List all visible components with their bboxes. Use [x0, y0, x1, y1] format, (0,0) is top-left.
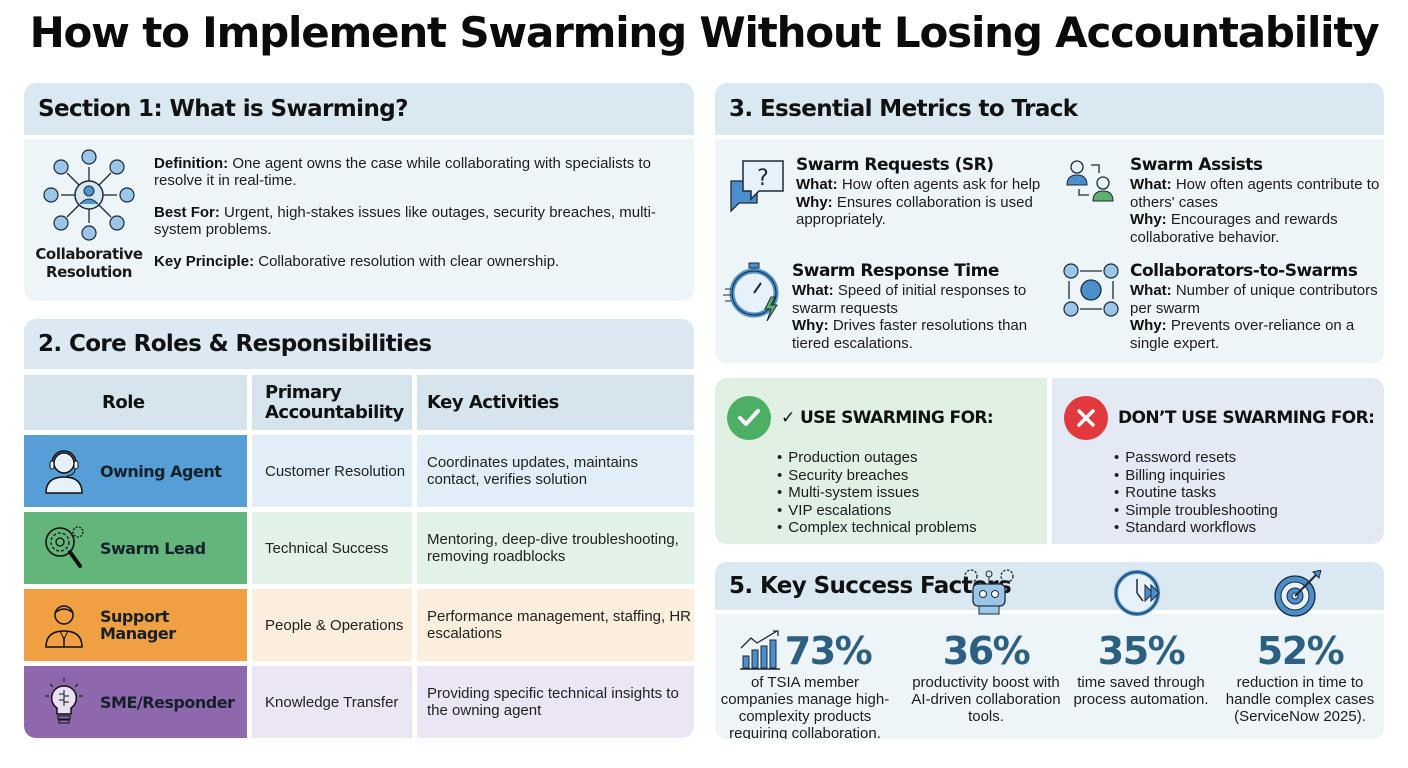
use-swarming-panel: ✓ USE SWARMING FOR: Production outages S…: [715, 378, 1047, 544]
stat-description: time saved through process automation.: [1073, 674, 1209, 708]
list-item: Production outages: [777, 449, 977, 467]
stat-card: 35% time saved through process automatio…: [1071, 630, 1211, 708]
people-network-icon: [1061, 261, 1123, 323]
svg-text:?: ?: [757, 166, 769, 191]
accountability: People & Operations: [252, 589, 412, 661]
metric-name: Swarm Requests (SR): [796, 155, 994, 175]
stat-value: 35%: [1097, 629, 1186, 673]
key-principle: Key Principle: Collaborative resolution …: [154, 253, 560, 270]
table-row: Swarm Lead Technical Success Mentoring, …: [24, 512, 694, 584]
stat-card: 73% of TSIA member companies manage high…: [715, 630, 895, 739]
dont-use-heading: DON’T USE SWARMING FOR:: [1118, 408, 1375, 428]
manager-person-icon: [42, 601, 86, 649]
list-item: Security breaches: [777, 467, 977, 485]
clock-fast-forward-icon: [1113, 568, 1165, 618]
section-heading: 3. Essential Metrics to Track: [715, 83, 1384, 135]
activities: Providing specific technical insights to…: [417, 666, 694, 738]
role-name: Support Manager: [100, 607, 176, 643]
section-heading: 2. Core Roles & Responsibilities: [24, 319, 694, 369]
table-header: Role Primary Accountability Key Activiti…: [24, 375, 694, 430]
stopwatch-lightning-icon: [723, 261, 785, 323]
list-item: Complex technical problems: [777, 519, 976, 537]
section-heading: 5. Key Success Factors: [715, 562, 1384, 610]
list-item: VIP escalations: [777, 502, 977, 520]
definition: Definition: One agent owns the case whil…: [154, 155, 651, 189]
gear-magnifier-icon: [42, 524, 86, 572]
best-for: Best For: Urgent, high-stakes issues lik…: [154, 204, 656, 238]
dont-use-swarming-panel: DON’T USE SWARMING FOR: Password resets …: [1052, 378, 1384, 544]
list-item: Multi-system issues: [777, 484, 977, 502]
role-name: Swarm Lead: [100, 538, 206, 558]
accountability: Technical Success: [252, 512, 412, 584]
section-heading: Section 1: What is Swarming?: [24, 83, 694, 135]
growth-chart-icon: [739, 630, 781, 670]
stat-value: 36%: [942, 629, 1031, 673]
page-title: How to Implement Swarming Without Losing…: [29, 8, 1380, 57]
role-name: Owning Agent: [100, 461, 222, 481]
x-circle-icon: [1064, 396, 1108, 440]
section-essential-metrics: 3. Essential Metrics to Track ? Swarm Re…: [715, 83, 1384, 363]
section-key-success-factors: 5. Key Success Factors 73% of TSIA membe…: [715, 562, 1384, 739]
list-item: Password resets: [1114, 449, 1278, 467]
list-item: Standard workflows: [1114, 519, 1278, 537]
section-core-roles: 2. Core Roles & Responsibilities Role Pr…: [24, 319, 694, 739]
stat-value: 52%: [1256, 629, 1345, 673]
accountability: Knowledge Transfer: [252, 666, 412, 738]
column-header: Role: [24, 375, 247, 430]
people-exchange-icon: [1061, 155, 1123, 217]
icon-caption: Collaborative: [35, 245, 143, 263]
robot-gears-icon: [961, 568, 1017, 618]
accountability: Customer Resolution: [252, 435, 412, 507]
collaborative-network-icon: [41, 147, 137, 243]
stat-value: 73%: [784, 629, 873, 673]
table-row: Owning Agent Customer Resolution Coordin…: [24, 435, 694, 507]
section-what-is-swarming: Section 1: What is Swarming?: [24, 83, 694, 301]
roles-table: Role Primary Accountability Key Activiti…: [24, 375, 694, 739]
use-heading: ✓ USE SWARMING FOR:: [781, 408, 994, 428]
list-item: Simple troubleshooting: [1114, 502, 1278, 520]
stat-description: of TSIA member companies manage high-com…: [720, 674, 890, 739]
role-name: SME/Responder: [100, 692, 235, 712]
stat-card: 36% productivity boost with AI-driven co…: [901, 630, 1071, 725]
metric-name: Swarm Assists: [1130, 155, 1263, 175]
list-item: Billing inquiries: [1114, 467, 1278, 485]
check-circle-icon: [727, 396, 771, 440]
activities: Performance management, staffing, HR esc…: [417, 589, 694, 661]
target-arrow-icon: [1273, 570, 1325, 618]
stat-description: reduction in time to handle complex case…: [1225, 674, 1375, 725]
activities: Coordinates updates, maintains contact, …: [417, 435, 694, 507]
metric-name: Collaborators-to-Swarms: [1130, 261, 1358, 281]
stat-description: productivity boost with AI-driven collab…: [911, 674, 1061, 725]
headset-agent-icon: [42, 447, 86, 495]
icon-caption: Resolution: [45, 263, 133, 281]
use-list: Production outages Security breaches Mul…: [777, 449, 977, 537]
dont-use-list: Password resets Billing inquiries Routin…: [1114, 449, 1278, 537]
stat-card: 52% reduction in time to handle complex …: [1215, 630, 1384, 725]
lightbulb-brain-icon: [42, 678, 86, 726]
column-header: Primary Accountability: [252, 375, 412, 430]
column-header: Key Activities: [417, 375, 694, 430]
question-chat-icon: ?: [727, 155, 789, 217]
table-row: SME/Responder Knowledge Transfer Providi…: [24, 666, 694, 738]
list-item: Routine tasks: [1114, 484, 1278, 502]
metric-name: Swarm Response Time: [792, 261, 999, 281]
table-row: Support Manager People & Operations Perf…: [24, 589, 694, 661]
activities: Mentoring, deep-dive troubleshooting, re…: [417, 512, 694, 584]
